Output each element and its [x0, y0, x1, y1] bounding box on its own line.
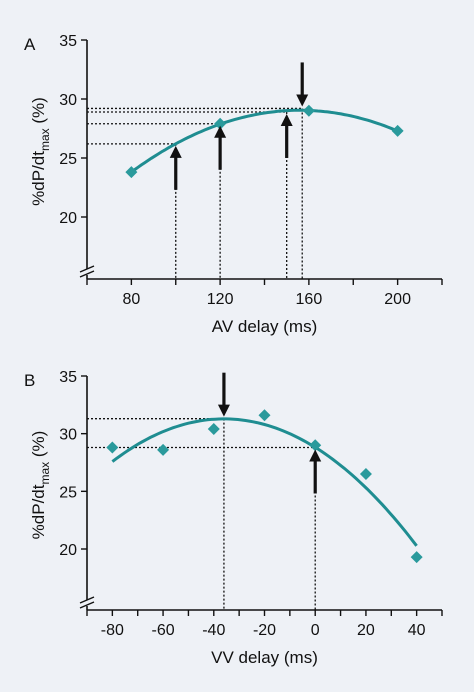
data-point	[214, 117, 227, 130]
data-point	[359, 468, 372, 481]
y-tick-label: 30	[59, 427, 77, 444]
data-point	[302, 104, 315, 117]
x-axis-label: AV delay (ms)	[212, 317, 318, 336]
x-tick-label: -60	[152, 622, 175, 639]
x-tick-label: 160	[296, 291, 323, 308]
x-tick-label: 120	[207, 291, 234, 308]
data-point	[258, 409, 271, 422]
x-tick-label: 0	[311, 622, 320, 639]
data-point	[207, 423, 220, 436]
panel-b: 20 25 30 35 -80 -60 -40 -20 0 20 40 VV delay (ms) %d…	[24, 369, 443, 667]
panel-label: A	[24, 35, 36, 54]
y-tick-label: 20	[59, 542, 77, 559]
y-tick-label: 20	[59, 210, 77, 227]
arrow-down-head	[296, 94, 309, 107]
y-tick-label: 30	[59, 92, 77, 109]
y-tick-label: 25	[59, 484, 77, 501]
fit-curve	[130, 108, 399, 174]
data-point	[106, 441, 119, 454]
data-point	[410, 551, 423, 564]
axis-break-mark	[79, 601, 95, 609]
x-tick-label: -80	[101, 622, 124, 639]
axis-break-mark	[79, 270, 95, 278]
x-axis-label: VV delay (ms)	[211, 648, 318, 667]
y-axis-label-sub: max	[38, 128, 52, 151]
arrow-up-head	[169, 145, 182, 158]
panel-a: 20 25 30 35 80 120 160 200 AV delay (ms) %dP/dtma…	[24, 33, 443, 336]
arrow-up-head	[280, 113, 293, 126]
y-axis-label-unit: (%)	[29, 97, 48, 128]
data-point	[157, 443, 170, 456]
x-tick-label: 20	[357, 622, 375, 639]
arrow-up-head	[214, 125, 227, 138]
y-axis-label: %dP/dtmax (%)	[29, 431, 52, 540]
arrow-down-head	[217, 404, 230, 417]
axis-break-mark	[79, 596, 95, 604]
y-axis-label: %dP/dtmax (%)	[29, 97, 52, 206]
arrow-up-head	[309, 449, 322, 462]
x-tick-label: -40	[202, 622, 225, 639]
panel-label: B	[24, 371, 35, 390]
y-tick-label: 35	[59, 369, 77, 386]
y-axis-label-main: %dP/dt	[29, 151, 48, 206]
y-axis-label-main: %dP/dt	[29, 484, 48, 539]
x-tick-label: 80	[122, 291, 140, 308]
data-point	[309, 439, 322, 452]
data-point	[125, 166, 138, 179]
y-tick-label: 25	[59, 151, 77, 168]
y-axis-label-sub: max	[38, 462, 52, 485]
x-tick-label: -20	[253, 622, 276, 639]
data-point	[391, 124, 404, 137]
axis-break-mark	[79, 265, 95, 273]
fit-curve	[111, 417, 418, 547]
y-axis-label-unit: (%)	[29, 431, 48, 462]
x-tick-label: 40	[408, 622, 426, 639]
y-tick-label: 35	[59, 33, 77, 50]
x-tick-label: 200	[384, 291, 411, 308]
